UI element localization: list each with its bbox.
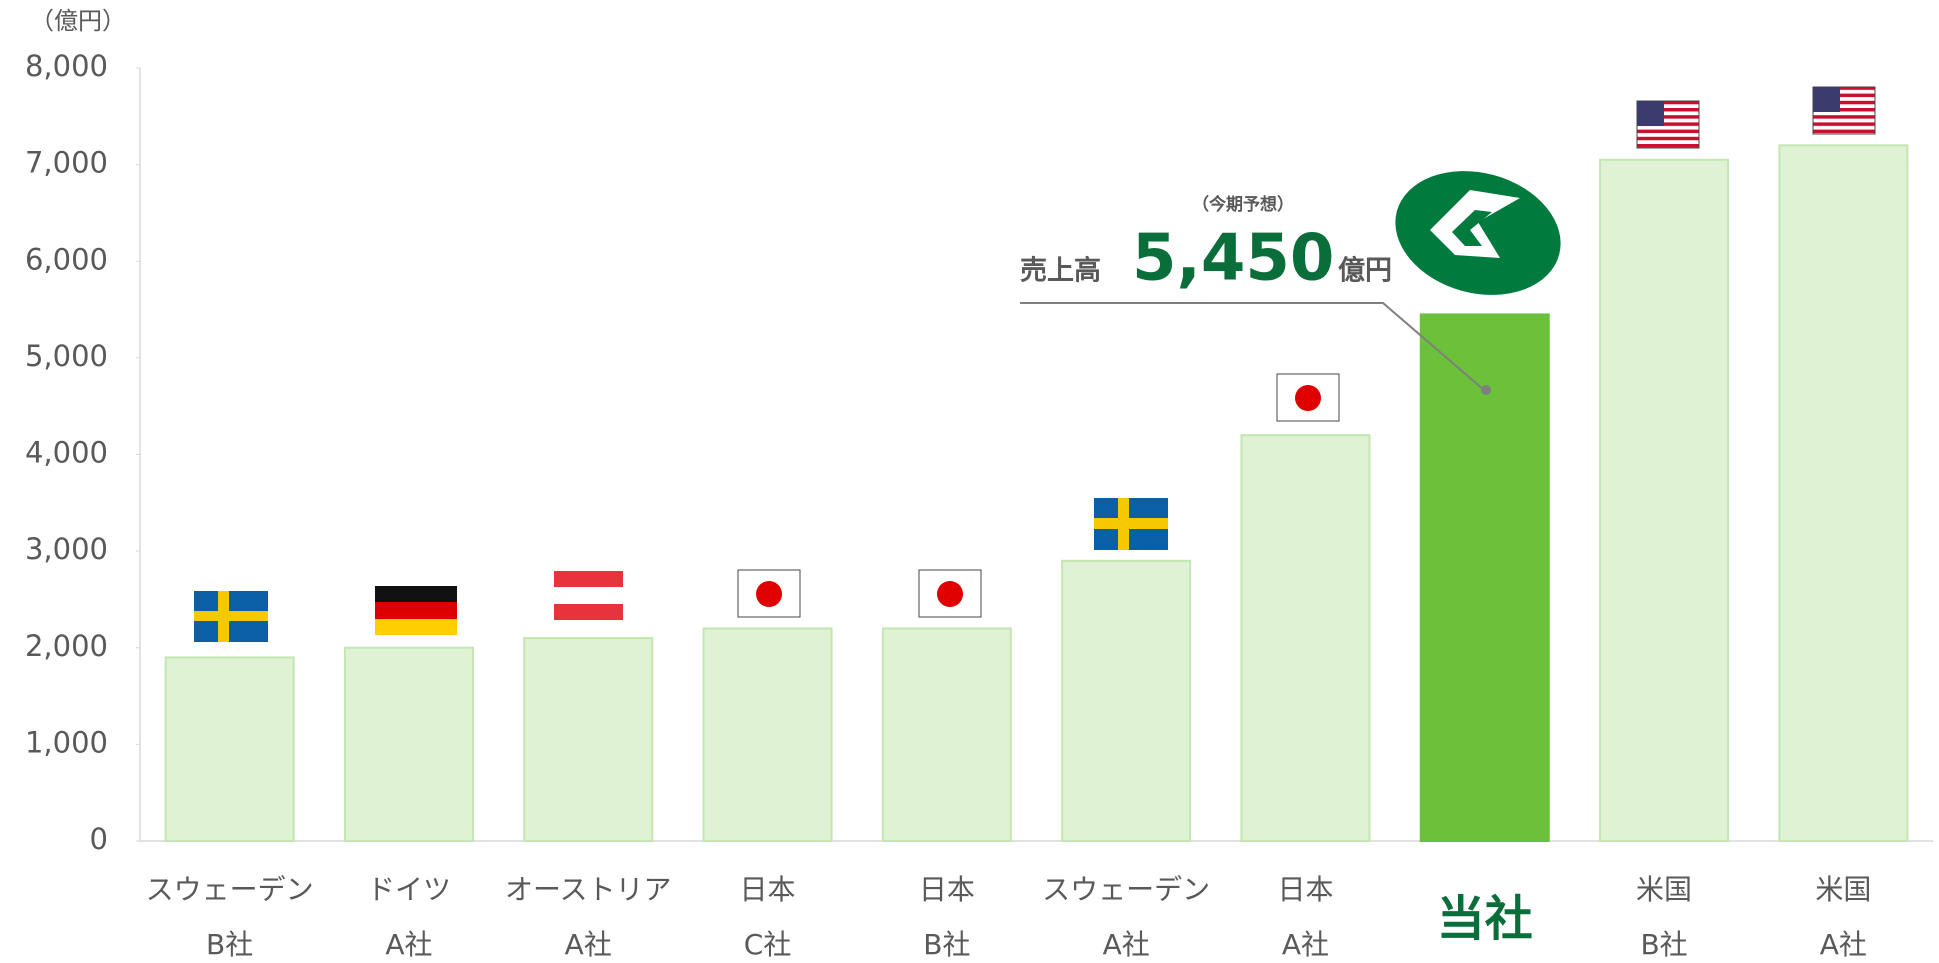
x-tick-label: C社 (744, 928, 792, 961)
bar (1599, 158, 1730, 842)
y-tick-label: 3,000 (25, 532, 108, 566)
annotation-label: 売上高 (1020, 255, 1101, 287)
leader-line (1020, 302, 1485, 391)
flag-japan (918, 569, 982, 618)
x-tick-label: B社 (923, 928, 970, 961)
y-tick-label: 2,000 (25, 629, 108, 663)
bar (1778, 144, 1909, 843)
flag-japan (1276, 373, 1340, 422)
flag-japan (737, 569, 801, 618)
y-tick-label: 1,000 (25, 725, 108, 759)
flag-us (1812, 86, 1876, 135)
bar (881, 627, 1012, 842)
y-tick-label: 5,000 (25, 339, 108, 373)
y-tick-label: 8,000 (25, 49, 108, 83)
x-tick-label: 日本 (1277, 873, 1333, 906)
x-tick-label: 日本 (740, 873, 796, 906)
y-tick-label: 0 (90, 822, 108, 856)
leader-dot (1481, 385, 1491, 395)
bar (702, 627, 833, 842)
flag-sweden (1094, 498, 1168, 550)
x-tick-label: A社 (1282, 928, 1329, 961)
x-tick-label: A社 (565, 928, 612, 961)
x-tick-label: ドイツ (367, 873, 451, 906)
x-tick-label: A社 (1820, 928, 1867, 961)
bar (1061, 559, 1192, 842)
annotation-note: （今期予想） (1192, 194, 1294, 215)
y-tick-label: 6,000 (25, 242, 108, 276)
y-tick-label: 4,000 (25, 436, 108, 470)
x-tick-label: A社 (385, 928, 432, 961)
x-tick-label: B社 (1640, 928, 1687, 961)
unit-label: （億円） (30, 7, 126, 35)
x-tick-label: オーストリア (505, 873, 672, 906)
bar (523, 637, 654, 843)
x-tick-label: 当社 (1437, 891, 1533, 947)
y-tick-label: 7,000 (25, 146, 108, 180)
bar (343, 646, 474, 842)
bar (1419, 313, 1550, 842)
x-tick-label: 米国 (1636, 873, 1692, 906)
flag-sweden (194, 591, 268, 642)
flag-us (1636, 100, 1700, 149)
x-tick-label: スウェーデン (146, 873, 314, 906)
annotation-value: 5,450 (1132, 222, 1334, 296)
annotation-unit: 億円 (1338, 256, 1392, 287)
bar (1240, 434, 1371, 842)
flag-austria (554, 571, 623, 620)
bar (164, 656, 295, 842)
x-tick-label: スウェーデン (1042, 873, 1210, 906)
x-tick-label: B社 (206, 928, 253, 961)
company-logo (1395, 171, 1561, 295)
flag-germany (375, 586, 457, 635)
x-tick-label: A社 (1103, 928, 1150, 961)
x-tick-label: 日本 (919, 873, 975, 906)
x-tick-label: 米国 (1815, 873, 1871, 906)
bars (164, 144, 1909, 843)
